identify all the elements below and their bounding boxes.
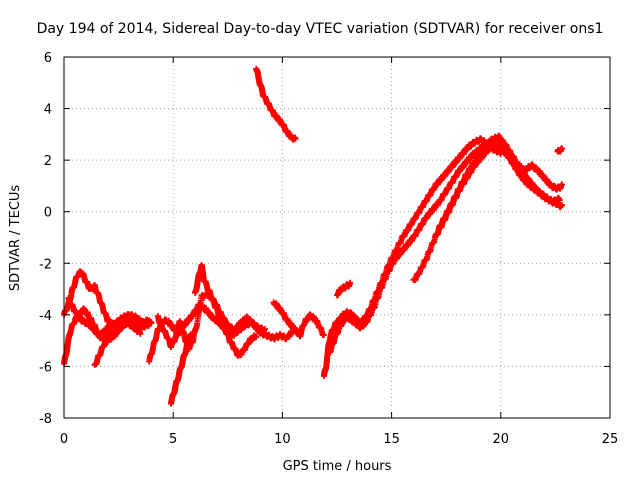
y-axis-label: SDTVAR / TECUs xyxy=(8,185,23,292)
data-point xyxy=(253,333,260,340)
series-track-p xyxy=(554,145,565,155)
y-tick-label: -6 xyxy=(39,360,52,375)
data-point xyxy=(187,331,194,338)
y-tick-label: 4 xyxy=(44,103,52,118)
series-track-j xyxy=(270,299,327,340)
x-tick-label: 0 xyxy=(60,432,68,447)
series-track-c xyxy=(91,310,153,368)
x-axis-label: GPS time / hours xyxy=(283,459,392,474)
axis-layer: 0 5 10 15 20 25 -8 -6 -4 -2 0 2 4 6 xyxy=(39,51,618,447)
data-point xyxy=(146,317,153,324)
data-point xyxy=(261,325,268,332)
y-tick-label: -2 xyxy=(39,257,52,272)
series-track-g xyxy=(168,331,194,407)
y-tick-label: 6 xyxy=(44,51,52,66)
data-point xyxy=(137,330,144,337)
data-point xyxy=(292,135,299,142)
plot-frame xyxy=(63,56,611,419)
data-point xyxy=(320,331,327,338)
series-track-h xyxy=(192,261,260,359)
series-track-k xyxy=(320,135,504,380)
x-tick-label: 20 xyxy=(493,432,510,447)
y-tick-label: 2 xyxy=(44,154,52,169)
y-tick-label: -4 xyxy=(39,309,52,324)
data-point xyxy=(558,202,565,209)
x-tick-label: 25 xyxy=(602,432,619,447)
data-point xyxy=(109,320,116,327)
chart-title: Day 194 of 2014, Sidereal Day-to-day VTE… xyxy=(37,21,604,37)
x-tick-label: 5 xyxy=(169,432,177,447)
y-tick-label: 0 xyxy=(44,206,52,221)
data-layer xyxy=(61,65,565,407)
series-track-d xyxy=(65,294,116,340)
series-track-m xyxy=(334,279,354,299)
data-point xyxy=(347,279,354,286)
y-tick-label: -8 xyxy=(39,412,52,427)
series-track-i xyxy=(253,65,299,143)
x-tick-label: 15 xyxy=(383,432,400,447)
series-track-f xyxy=(154,301,268,351)
grid-layer xyxy=(64,57,610,418)
x-tick-label: 10 xyxy=(274,432,291,447)
